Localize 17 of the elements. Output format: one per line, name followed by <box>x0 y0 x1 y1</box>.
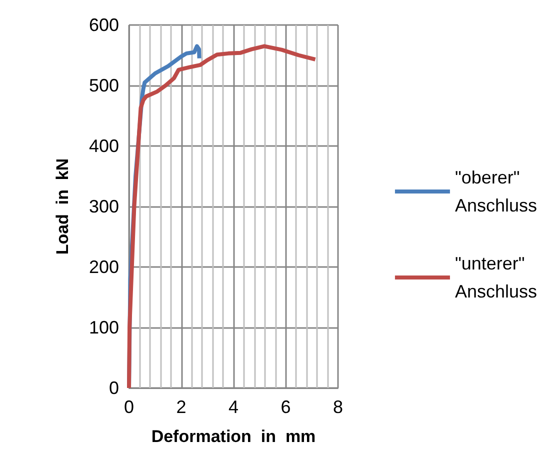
line-series <box>127 44 318 390</box>
x-tick-label: 6 <box>280 397 291 417</box>
y-tick-label: 500 <box>88 76 119 96</box>
x-axis-title: Deformation in mm <box>151 427 316 446</box>
legend-label: "oberer" Anschluss <box>454 168 538 216</box>
x-tick-label: 8 <box>332 397 344 417</box>
y-tick-label: 200 <box>88 257 119 277</box>
y-tick-label: 400 <box>88 136 119 156</box>
y-tick-label: 600 <box>88 15 119 35</box>
y-axis-title: Load in kN <box>53 158 72 255</box>
y-tick-label: 300 <box>88 196 119 216</box>
x-tick-label: 4 <box>228 397 239 417</box>
x-tick-label: 2 <box>176 397 186 417</box>
x-tick-label: 0 <box>124 397 134 417</box>
y-tick-label: 100 <box>88 318 119 338</box>
legend-label: "unterer" Anschluss <box>454 254 538 302</box>
y-tick-label: 0 <box>108 378 119 398</box>
